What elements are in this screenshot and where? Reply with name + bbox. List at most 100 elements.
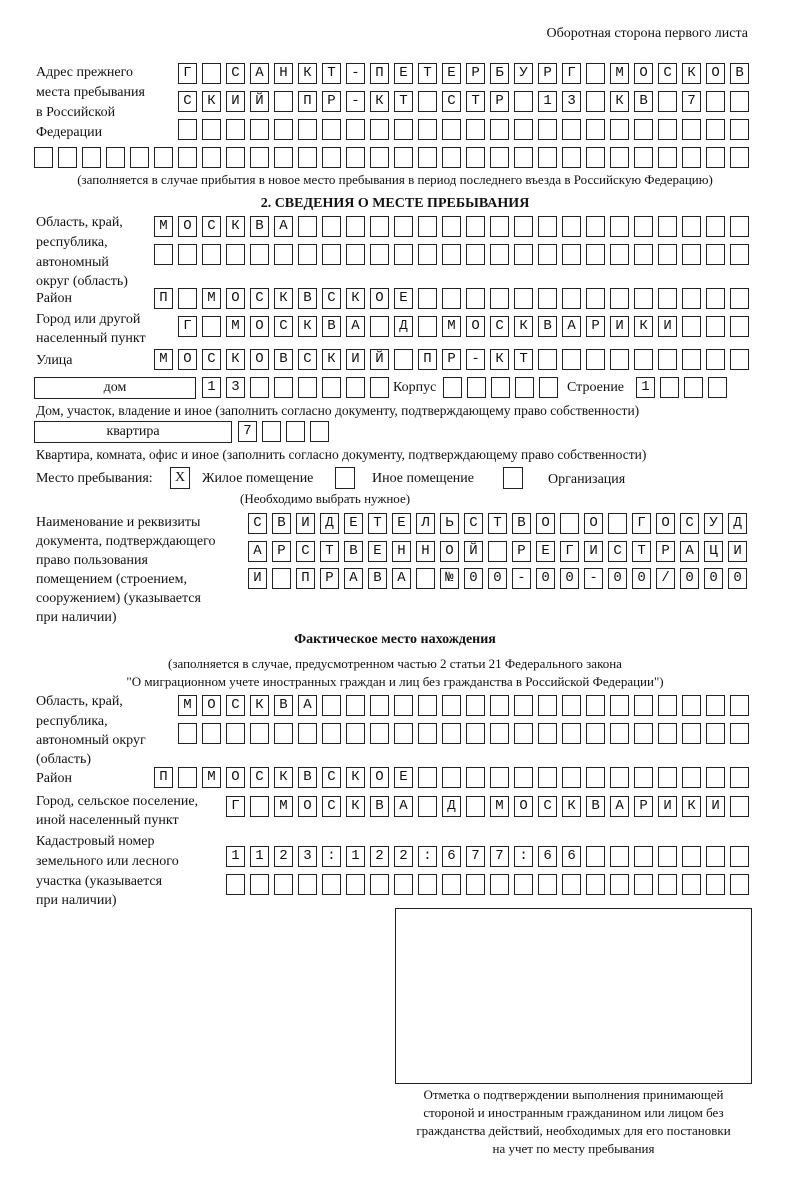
char-cell[interactable] xyxy=(610,316,629,337)
char-cell[interactable] xyxy=(346,723,365,744)
char-cell[interactable] xyxy=(442,147,461,168)
char-cell[interactable] xyxy=(632,568,651,589)
char-cell[interactable] xyxy=(514,723,533,744)
char-cell[interactable] xyxy=(706,91,725,112)
char-cell[interactable] xyxy=(682,767,701,788)
char-cell[interactable] xyxy=(586,147,605,168)
char-cell[interactable] xyxy=(490,695,509,716)
char-cell[interactable] xyxy=(418,874,437,895)
char-cell[interactable] xyxy=(370,147,389,168)
stay-checkbox-residential[interactable]: X xyxy=(170,467,190,489)
char-cell[interactable] xyxy=(658,767,677,788)
char-cell[interactable] xyxy=(370,377,389,398)
char-cell[interactable] xyxy=(394,349,413,370)
char-cell[interactable] xyxy=(416,541,435,562)
char-cell[interactable] xyxy=(154,288,173,309)
char-cell[interactable] xyxy=(298,216,317,237)
char-cell[interactable] xyxy=(467,377,486,398)
char-cell[interactable] xyxy=(310,421,329,442)
char-cell[interactable] xyxy=(346,796,365,817)
char-cell[interactable] xyxy=(443,377,462,398)
char-cell[interactable] xyxy=(250,91,269,112)
char-cell[interactable] xyxy=(274,316,293,337)
char-cell[interactable] xyxy=(538,874,557,895)
char-cell[interactable] xyxy=(730,288,749,309)
char-cell[interactable] xyxy=(706,695,725,716)
char-cell[interactable] xyxy=(442,216,461,237)
char-cell[interactable] xyxy=(440,568,459,589)
char-cell[interactable] xyxy=(370,767,389,788)
char-cell[interactable] xyxy=(538,147,557,168)
char-cell[interactable] xyxy=(394,767,413,788)
char-cell[interactable] xyxy=(442,349,461,370)
char-cell[interactable] xyxy=(584,568,603,589)
char-cell[interactable] xyxy=(370,91,389,112)
char-cell[interactable] xyxy=(250,767,269,788)
char-cell[interactable] xyxy=(562,316,581,337)
char-cell[interactable] xyxy=(202,377,221,398)
char-cell[interactable] xyxy=(730,349,749,370)
char-cell[interactable] xyxy=(658,119,677,140)
char-cell[interactable] xyxy=(466,119,485,140)
char-cell[interactable] xyxy=(514,846,533,867)
char-cell[interactable] xyxy=(514,695,533,716)
char-cell[interactable] xyxy=(706,796,725,817)
char-cell[interactable] xyxy=(442,846,461,867)
char-cell[interactable] xyxy=(682,147,701,168)
char-cell[interactable] xyxy=(536,513,555,534)
char-cell[interactable] xyxy=(226,349,245,370)
char-cell[interactable] xyxy=(466,91,485,112)
char-cell[interactable] xyxy=(634,846,653,867)
char-cell[interactable] xyxy=(202,349,221,370)
char-cell[interactable] xyxy=(226,316,245,337)
char-cell[interactable] xyxy=(416,568,435,589)
char-cell[interactable] xyxy=(538,119,557,140)
char-cell[interactable] xyxy=(586,316,605,337)
char-cell[interactable] xyxy=(178,147,197,168)
char-cell[interactable] xyxy=(442,796,461,817)
char-cell[interactable] xyxy=(704,513,723,534)
char-cell[interactable] xyxy=(466,767,485,788)
char-cell[interactable] xyxy=(608,541,627,562)
char-cell[interactable] xyxy=(394,846,413,867)
char-cell[interactable] xyxy=(226,723,245,744)
char-cell[interactable] xyxy=(320,541,339,562)
char-cell[interactable] xyxy=(418,216,437,237)
char-cell[interactable] xyxy=(322,695,341,716)
char-cell[interactable] xyxy=(706,846,725,867)
char-cell[interactable] xyxy=(370,316,389,337)
char-cell[interactable] xyxy=(226,147,245,168)
char-cell[interactable] xyxy=(442,767,461,788)
char-cell[interactable] xyxy=(296,513,315,534)
char-cell[interactable] xyxy=(274,91,293,112)
char-cell[interactable] xyxy=(610,288,629,309)
char-cell[interactable] xyxy=(34,147,53,168)
char-cell[interactable] xyxy=(418,288,437,309)
char-cell[interactable] xyxy=(704,541,723,562)
char-cell[interactable] xyxy=(514,216,533,237)
char-cell[interactable] xyxy=(562,874,581,895)
char-cell[interactable] xyxy=(490,147,509,168)
char-cell[interactable] xyxy=(178,119,197,140)
char-cell[interactable] xyxy=(610,349,629,370)
char-cell[interactable] xyxy=(394,91,413,112)
char-cell[interactable] xyxy=(634,874,653,895)
char-cell[interactable] xyxy=(298,147,317,168)
char-cell[interactable] xyxy=(610,91,629,112)
char-cell[interactable] xyxy=(106,147,125,168)
char-cell[interactable] xyxy=(682,796,701,817)
char-cell[interactable] xyxy=(464,568,483,589)
char-cell[interactable] xyxy=(394,288,413,309)
char-cell[interactable] xyxy=(274,874,293,895)
char-cell[interactable] xyxy=(298,316,317,337)
char-cell[interactable] xyxy=(586,119,605,140)
char-cell[interactable] xyxy=(272,513,291,534)
char-cell[interactable] xyxy=(226,796,245,817)
char-cell[interactable] xyxy=(466,288,485,309)
char-cell[interactable] xyxy=(368,513,387,534)
char-cell[interactable] xyxy=(322,767,341,788)
char-cell[interactable] xyxy=(368,541,387,562)
char-cell[interactable] xyxy=(346,91,365,112)
char-cell[interactable] xyxy=(608,513,627,534)
char-cell[interactable] xyxy=(538,316,557,337)
